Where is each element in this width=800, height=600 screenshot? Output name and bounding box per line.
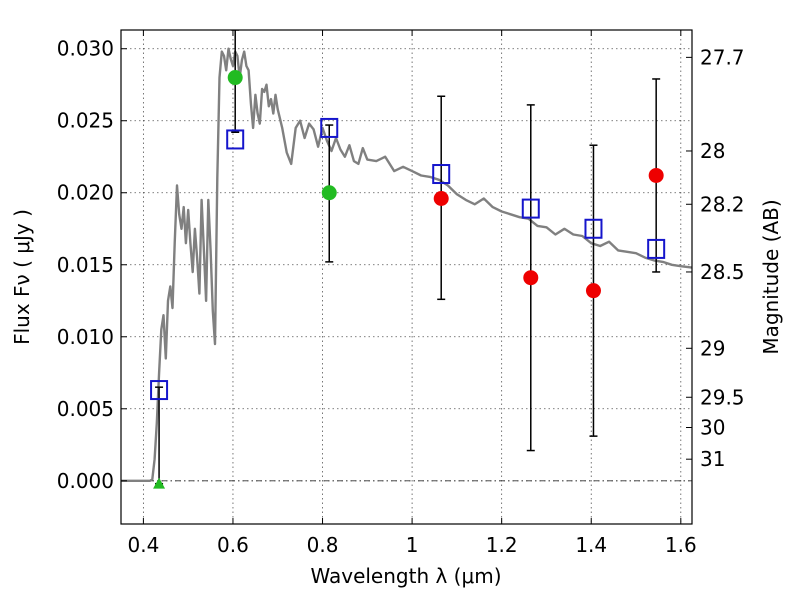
tick-labels: 0.4 0.6 0.8 1 1.2 1.4 1.6 0.000 0.005 0.010 0.015 0… bbox=[57, 37, 745, 557]
y-tick-label: 0.010 bbox=[57, 325, 114, 349]
axis-ticks bbox=[121, 30, 692, 524]
model-photometry-marker bbox=[226, 129, 245, 150]
y2-tick-label: 28.5 bbox=[700, 260, 745, 284]
model-spectrum-line bbox=[121, 47, 692, 482]
y2-tick-label: 30 bbox=[700, 416, 725, 440]
y2-tick-label: 29 bbox=[700, 336, 725, 360]
y-tick-label: 0.005 bbox=[57, 397, 114, 421]
data-markers bbox=[150, 70, 666, 489]
model-photometry-marker bbox=[584, 218, 603, 239]
x-tick-label: 0.4 bbox=[127, 533, 159, 557]
observed-flux-marker bbox=[321, 185, 337, 201]
x-axis-title: Wavelength λ (μm) bbox=[310, 564, 501, 588]
observed-flux-marker bbox=[585, 283, 601, 299]
upper-limit-marker bbox=[153, 477, 166, 489]
model-photometry-marker bbox=[320, 117, 339, 138]
x-tick-label: 0.6 bbox=[217, 533, 249, 557]
model-photometry-marker bbox=[647, 238, 666, 259]
model-photometry-marker bbox=[432, 164, 451, 185]
y2-axis-title: Magnitude (AB) bbox=[759, 199, 783, 354]
y-tick-label: 0.000 bbox=[57, 469, 114, 493]
observed-flux-marker bbox=[523, 270, 539, 286]
y2-tick-label: 27.7 bbox=[700, 45, 745, 69]
x-tick-label: 1.4 bbox=[575, 533, 607, 557]
y2-tick-label: 29.5 bbox=[700, 385, 745, 409]
model-photometry-marker bbox=[521, 198, 540, 219]
model-spectrum bbox=[121, 47, 692, 482]
observed-flux-marker bbox=[433, 191, 449, 207]
x-tick-label: 1.6 bbox=[665, 533, 697, 557]
y-tick-label: 0.030 bbox=[57, 37, 114, 61]
x-tick-label: 1.2 bbox=[486, 533, 518, 557]
plot-frame bbox=[120, 29, 693, 525]
y2-tick-label: 28.2 bbox=[700, 192, 745, 216]
y-tick-label: 0.015 bbox=[57, 253, 114, 277]
y2-tick-label: 28 bbox=[700, 139, 725, 163]
observed-flux-marker bbox=[648, 167, 664, 183]
observed-flux-marker bbox=[227, 70, 243, 86]
x-tick-label: 1 bbox=[406, 533, 419, 557]
x-tick-label: 0.8 bbox=[307, 533, 339, 557]
y-axis-title: Flux Fν ( μJy ) bbox=[10, 209, 34, 345]
y2-tick-label: 31 bbox=[700, 447, 725, 471]
model-photometry-marker bbox=[150, 380, 169, 401]
y-tick-label: 0.025 bbox=[57, 109, 114, 133]
y-tick-label: 0.020 bbox=[57, 181, 114, 205]
